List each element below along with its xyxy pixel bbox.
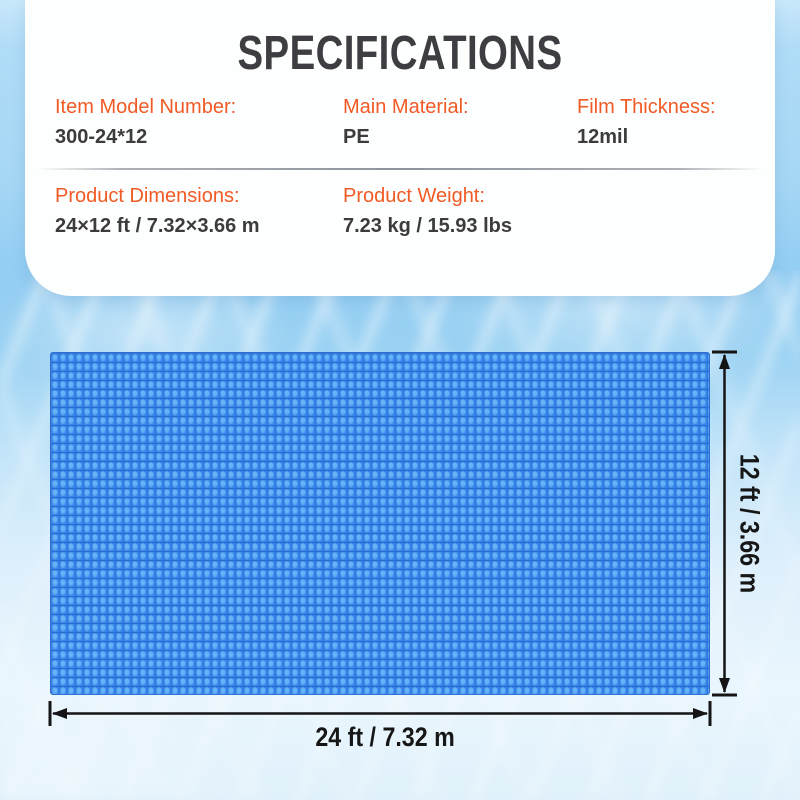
spec-label: Film Thickness: (577, 96, 716, 118)
specifications-card: SPECIFICATIONS Item Model Number: 300-24… (25, 0, 775, 296)
spec-item-film-thickness: Film Thickness: 12mil (577, 93, 775, 152)
spec-value: PE (343, 126, 370, 148)
width-dimension-arrow-icon (48, 701, 712, 726)
spec-label: Product Weight: (343, 185, 485, 207)
spec-label: Product Dimensions: (55, 185, 240, 207)
spec-value: 300-24*12 (55, 126, 148, 148)
spec-item-product-weight: Product Weight: 7.23 kg / 15.93 lbs (343, 182, 775, 241)
pool-cover-swatch (50, 352, 710, 695)
width-dimension-label: 24 ft / 7.32 m (315, 722, 455, 752)
page-title: SPECIFICATIONS (237, 27, 563, 80)
spec-value: 12mil (577, 126, 629, 148)
spec-row-2: Product Dimensions: 24×12 ft / 7.32×3.66… (55, 182, 775, 241)
spec-item-product-dimensions: Product Dimensions: 24×12 ft / 7.32×3.66… (55, 182, 343, 241)
spec-row-1: Item Model Number: 300-24*12 Main Materi… (55, 93, 775, 152)
spec-label: Item Model Number: (55, 96, 237, 118)
spec-item-main-material: Main Material: PE (343, 93, 577, 152)
height-dimension-label: 12 ft / 3.66 m (734, 453, 765, 594)
height-dimension-arrow-icon (712, 350, 737, 697)
spec-value: 7.23 kg / 15.93 lbs (343, 215, 512, 237)
spec-item-model-number: Item Model Number: 300-24*12 (55, 93, 343, 152)
divider (37, 168, 763, 170)
spec-label: Main Material: (343, 96, 469, 118)
spec-value: 24×12 ft / 7.32×3.66 m (55, 215, 260, 237)
